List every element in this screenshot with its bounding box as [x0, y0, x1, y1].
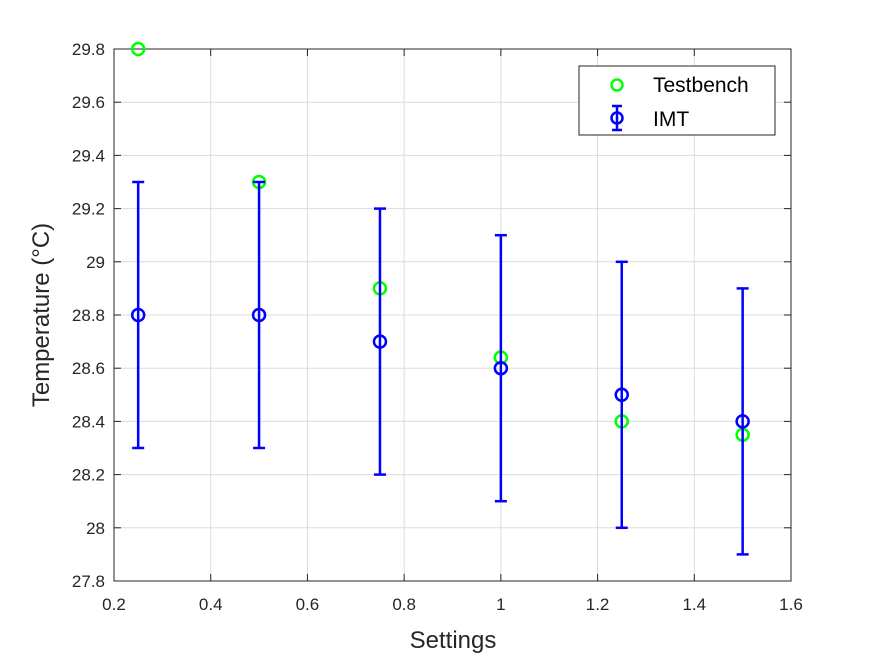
- y-axis-title: Temperature (°C): [28, 223, 55, 407]
- y-tick-label: 29.2: [72, 200, 105, 219]
- y-tick-label: 28.6: [72, 359, 105, 378]
- legend[interactable]: Testbench IMT: [578, 65, 776, 136]
- x-tick-label: 1.6: [779, 595, 803, 614]
- data-point: [130, 41, 146, 57]
- data-point: [372, 334, 388, 349]
- legend-testbench-marker: [610, 78, 624, 92]
- y-tick-labels: 27.8 28 28.2 28.4 28.6 28.8 29 29.2 29.4 29.6 29.8: [72, 40, 105, 591]
- grid: [113, 48, 792, 582]
- y-tick-label: 29: [86, 253, 105, 272]
- legend-imt-label: IMT: [653, 108, 689, 131]
- y-tick-label: 28.2: [72, 466, 105, 485]
- data-point: [493, 360, 509, 376]
- data-point: [614, 387, 629, 403]
- x-tick-label: 0.8: [392, 595, 416, 614]
- y-tick-label: 28.4: [72, 412, 105, 431]
- y-tick-label: 29.6: [72, 93, 105, 112]
- legend-testbench-label: Testbench: [653, 74, 749, 97]
- y-tick-label: 29.4: [72, 146, 105, 165]
- data-point: [130, 307, 146, 323]
- x-tick-label: 1.2: [586, 595, 610, 614]
- x-tick-label: 0.2: [102, 595, 126, 614]
- series-imt: [130, 180, 750, 556]
- axes: [113, 48, 792, 582]
- x-tick-labels: 0.2 0.4 0.6 0.8 1 1.2 1.4 1.6: [102, 595, 803, 614]
- data-point: [251, 307, 267, 323]
- plot-area: [130, 41, 750, 556]
- x-tick-label: 1: [496, 595, 505, 614]
- x-tick-label: 0.4: [199, 595, 223, 614]
- legend-item-testbench[interactable]: Testbench: [610, 74, 749, 97]
- y-tick-label: 28: [86, 519, 105, 538]
- y-tick-label: 27.8: [72, 572, 105, 591]
- y-tick-label: 29.8: [72, 40, 105, 59]
- x-tick-label: 0.6: [296, 595, 320, 614]
- x-tick-label: 1.4: [682, 595, 706, 614]
- legend-imt-marker: [610, 111, 624, 125]
- legend-box: [578, 65, 776, 136]
- x-axis-title: Settings: [410, 627, 497, 654]
- legend-item-imt[interactable]: IMT: [610, 104, 690, 132]
- y-tick-label: 28.8: [72, 306, 105, 325]
- data-point: [735, 414, 750, 429]
